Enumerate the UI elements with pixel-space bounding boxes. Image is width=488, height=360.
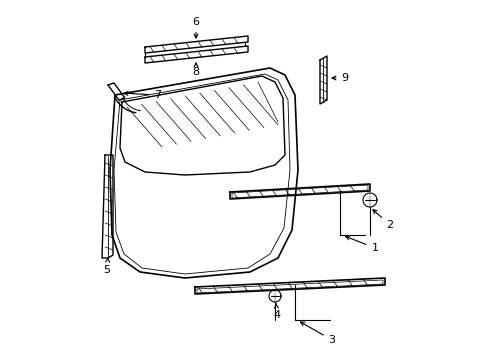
Text: 3: 3 xyxy=(300,322,335,345)
Text: 9: 9 xyxy=(331,73,348,83)
Text: 2: 2 xyxy=(372,210,393,230)
Text: 5: 5 xyxy=(103,258,110,275)
Text: 1: 1 xyxy=(345,236,378,253)
Text: 4: 4 xyxy=(273,304,280,320)
Text: 7: 7 xyxy=(124,90,161,100)
Text: 6: 6 xyxy=(192,17,199,38)
Text: 8: 8 xyxy=(192,63,199,77)
